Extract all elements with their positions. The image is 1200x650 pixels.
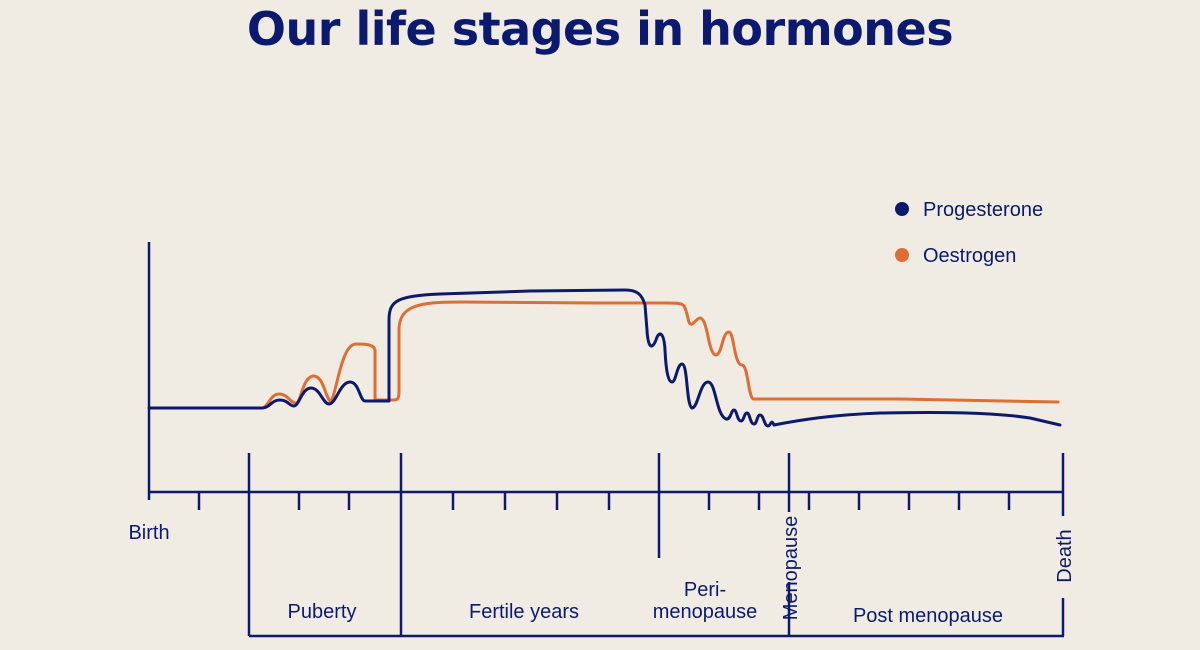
page-title: Our life stages in hormones [246,2,954,56]
stage-label-post-menopause: Post menopause [853,605,1003,627]
oestrogen-curve [147,300,1060,410]
stage-separators [247,453,1065,638]
legend-oestrogen-dot [895,248,909,262]
legend-progesterone-label: Progesterone [923,199,1043,221]
stage-label-puberty: Puberty [288,601,357,623]
legend: Progesterone Oestrogen [895,199,1043,267]
legend-oestrogen-label: Oestrogen [923,245,1016,267]
axis-label-birth: Birth [128,522,169,544]
stage-label-fertile-years: Fertile years [469,601,579,623]
stage-label-peri-line2: menopause [653,601,758,623]
stage-label-peri-line1: Peri- [684,579,726,601]
legend-progesterone-dot [895,202,909,216]
axis-label-death: Death [1054,529,1076,582]
progesterone-curve [147,288,1062,428]
axes [147,242,1064,500]
axis-label-menopause: Menopause [780,516,802,621]
timeline-ticks [197,492,1011,510]
